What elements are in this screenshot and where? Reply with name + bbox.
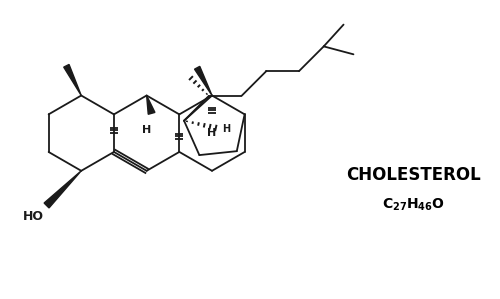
Polygon shape: [146, 95, 155, 114]
Text: H: H: [208, 128, 216, 138]
Text: $\mathbf{C_{27}H_{46}O}$: $\mathbf{C_{27}H_{46}O}$: [382, 196, 444, 213]
Text: CHOLESTEROL: CHOLESTEROL: [346, 166, 480, 184]
Polygon shape: [64, 65, 81, 95]
Polygon shape: [44, 171, 81, 208]
Text: H: H: [222, 123, 230, 134]
Polygon shape: [194, 66, 212, 95]
Text: H: H: [142, 125, 152, 135]
Text: HO: HO: [22, 210, 44, 223]
